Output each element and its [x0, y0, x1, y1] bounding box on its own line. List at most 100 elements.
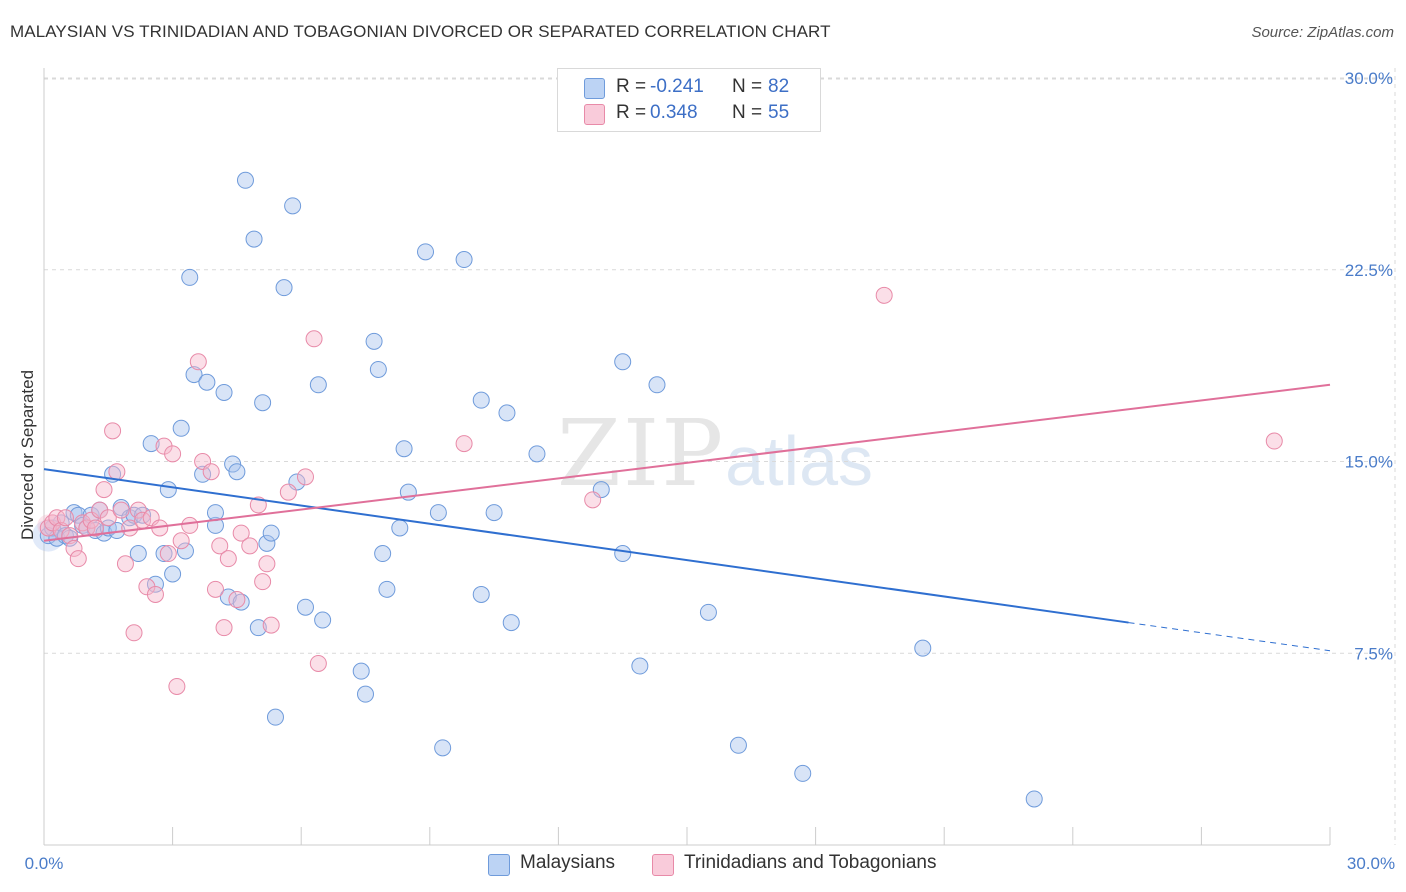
malaysians-point: [498, 404, 516, 422]
malaysians-point: [228, 463, 246, 481]
malaysians-point: [129, 545, 147, 563]
malaysians-point: [369, 360, 387, 378]
trinidadians-point: [108, 463, 126, 481]
malaysians-point: [378, 580, 396, 598]
trinidadians-point: [61, 527, 79, 545]
malaysians-point: [472, 585, 490, 603]
malaysians-point: [236, 171, 254, 189]
malaysians-point: [729, 736, 747, 754]
malaysians-point: [262, 524, 280, 542]
malaysians-point: [206, 504, 224, 522]
malaysians-point: [258, 534, 276, 552]
axis-labels: 7.5% 15.0% 22.5% 30.0% 0.0% 30.0% Divorced or …: [18, 69, 1395, 873]
malaysians-point: [434, 739, 452, 757]
legend-r-value: 0.348: [650, 102, 698, 123]
axes: [43, 68, 1331, 846]
watermark: ZIPatlas: [557, 400, 873, 507]
legend-n-value: 82: [768, 76, 790, 97]
malaysians-point: [648, 376, 666, 394]
malaysians-point: [69, 506, 87, 524]
watermark-zip: ZIP: [557, 400, 726, 507]
malaysians-point: [455, 251, 473, 269]
malaysians-point: [215, 383, 233, 401]
legend-r-label: R =: [616, 76, 647, 97]
trinidadians-point: [262, 616, 280, 634]
x-tick-label-min: 0.0%: [25, 854, 64, 873]
trinidadians-point: [875, 286, 893, 304]
trinidadians-point: [95, 481, 113, 499]
y-tick-label: 7.5%: [1354, 644, 1393, 663]
y-axis-title: Divorced or Separated: [18, 370, 37, 540]
malaysians-point: [284, 197, 302, 215]
trinidadians-point: [215, 619, 233, 637]
trinidadians-point: [129, 501, 147, 519]
malaysians-point: [275, 279, 293, 297]
trinidadians-point: [258, 555, 276, 573]
malaysians-point: [631, 657, 649, 675]
legend-n-value: 55: [768, 102, 790, 123]
malaysians-point: [172, 419, 190, 437]
malaysians-point: [249, 619, 267, 637]
malaysians-point: [159, 481, 177, 499]
malaysians-point: [254, 394, 272, 412]
malaysians-point: [485, 504, 503, 522]
trinidadians-point: [305, 330, 323, 348]
y-tick-label: 15.0%: [1345, 453, 1393, 472]
malaysians-point: [314, 611, 332, 629]
malaysians-point: [198, 373, 216, 391]
malaysians-point: [142, 435, 160, 453]
trinidadians-trend-line: [43, 383, 1331, 542]
malaysians-point: [245, 230, 263, 248]
trinidadians-point: [121, 519, 139, 537]
legend-n-label: N =: [732, 76, 763, 97]
bottom-legend-label: Malaysians: [520, 852, 616, 873]
malaysians-point: [266, 708, 284, 726]
trinidadians-point: [65, 539, 83, 557]
malaysians-point: [614, 545, 632, 563]
bottom-legend-swatch-blue: [488, 854, 510, 876]
trinidadians-point: [181, 516, 199, 534]
trinidadians-point: [69, 550, 87, 568]
correlation-legend: R = -0.241 N = 82 R = 0.348 N = 55: [557, 68, 821, 132]
trinidadians-point: [164, 445, 182, 463]
malaysians-point: [429, 504, 447, 522]
trinidadians-point: [48, 509, 66, 527]
malaysians-point: [224, 455, 242, 473]
trinidadians-point: [241, 537, 259, 555]
malaysians-point: [395, 440, 413, 458]
source-credit: Source: ZipAtlas.com: [1251, 24, 1394, 41]
trinidadians-point: [104, 422, 122, 440]
malaysians-point: [374, 545, 392, 563]
trinidadians-point: [1265, 432, 1283, 450]
malaysians-point: [185, 366, 203, 384]
malaysians-point: [296, 598, 314, 616]
trinidadians-point: [159, 545, 177, 563]
malaysians-point: [352, 662, 370, 680]
trinidadians-point: [584, 491, 602, 509]
trend-lines: [43, 383, 1331, 652]
malaysians-point: [417, 243, 435, 261]
trinidadians-point: [296, 468, 314, 486]
malaysians-point: [164, 565, 182, 583]
trinidadians-points: [37, 286, 1283, 695]
malaysians-point: [472, 391, 490, 409]
legend-r-value: -0.241: [650, 76, 704, 97]
malaysians-point: [365, 332, 383, 350]
bottom-legend-swatch-pink: [652, 854, 674, 876]
legend-n-label: N =: [732, 102, 763, 123]
malaysians-point: [699, 603, 717, 621]
trinidadians-point: [146, 585, 164, 603]
malaysians-point: [391, 519, 409, 537]
y-tick-label: 22.5%: [1345, 261, 1393, 280]
trinidadians-point: [112, 501, 130, 519]
malaysians-point: [176, 542, 194, 560]
trinidadians-point: [99, 509, 117, 527]
malaysians-point: [357, 685, 374, 703]
trinidadians-point: [309, 654, 327, 672]
trinidadians-point: [116, 555, 134, 573]
trinidadians-point: [172, 532, 190, 550]
malaysians-point: [794, 764, 812, 782]
trinidadians-point: [211, 537, 229, 555]
trinidadians-point: [202, 463, 220, 481]
